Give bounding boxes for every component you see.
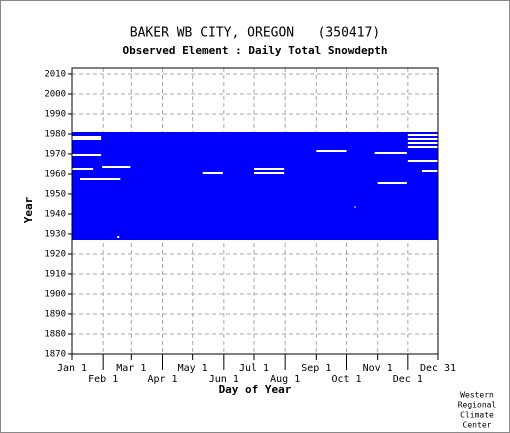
missing-data [421,170,438,172]
missing-data [253,172,285,174]
missing-data [72,138,102,140]
credit-line: Western [460,391,494,400]
missing-data [407,138,438,140]
missing-data [72,168,94,170]
x-tick-label: May 1 [178,363,208,374]
missing-data [316,150,347,152]
x-axis-label: Day of Year [219,383,292,396]
missing-data [354,206,356,208]
y-tick-label: 1910 [44,270,66,280]
y-tick-label: 1880 [44,330,66,340]
x-tick-label: Jan 1 [57,363,87,374]
x-tick-label: Apr 1 [147,374,177,385]
y-tick-label: 1980 [44,130,66,140]
x-tick-label: Dec 1 [393,374,423,385]
missing-data [407,134,438,136]
missing-data [407,160,438,162]
y-axis-label: Year [22,196,35,223]
missing-data [253,168,285,170]
missing-data [117,236,120,238]
plot-frame [71,67,439,355]
y-tick-label: 1940 [44,210,66,220]
y-tick-label: 2010 [44,70,66,80]
y-tick-label: 1950 [44,190,66,200]
x-tick-label: Feb 1 [88,374,118,385]
y-tick-label: 1930 [44,230,66,240]
record-block [72,132,438,240]
credit-line: Regional [458,401,497,410]
missing-data [80,178,121,180]
y-tick-label: 1900 [44,290,66,300]
y-tick-label: 1960 [44,170,66,180]
x-tick-label: Mar 1 [116,363,146,374]
missing-data [374,152,407,154]
missing-data [377,182,407,184]
credit-line: Center [463,421,492,430]
x-tick-label: Nov 1 [363,363,393,374]
y-tick-label: 1890 [44,310,66,320]
y-tick-label: 1870 [44,350,66,360]
x-tick-label: Aug 1 [270,374,300,385]
missing-data [407,146,438,148]
x-tick-label: Oct 1 [331,374,361,385]
credit-line: Climate [460,411,494,420]
y-tick-label: 1920 [44,250,66,260]
x-tick-label: Dec 31 [420,363,456,374]
missing-data [72,154,102,156]
x-tick-label: Jul 1 [239,363,269,374]
missing-data [407,142,438,144]
missing-data [202,172,223,174]
chart-title: BAKER WB CITY, OREGON (350417) [130,26,380,41]
y-tick-label: 1990 [44,110,66,120]
x-tick-label: Sep 1 [301,363,331,374]
chart-subtitle: Observed Element : Daily Total Snowdepth [123,44,388,57]
y-tick-label: 2000 [44,90,66,100]
missing-data [102,166,131,168]
y-tick-label: 1970 [44,150,66,160]
missing-data [72,136,102,138]
x-tick-label: Jun 1 [209,374,239,385]
